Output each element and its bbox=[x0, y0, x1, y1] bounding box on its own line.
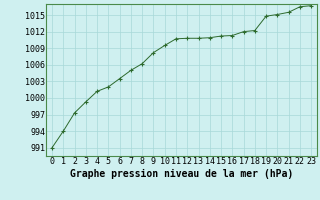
X-axis label: Graphe pression niveau de la mer (hPa): Graphe pression niveau de la mer (hPa) bbox=[70, 169, 293, 179]
